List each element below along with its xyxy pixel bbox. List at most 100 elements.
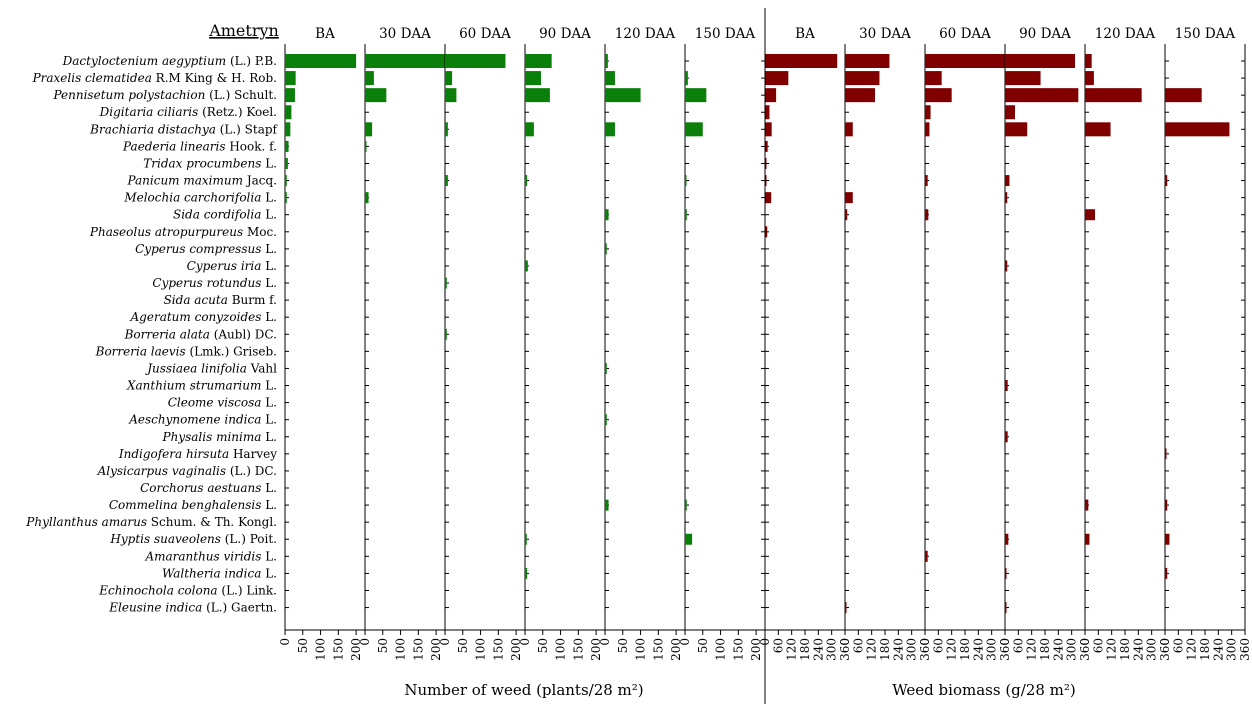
species-label: Cyperus iria L. — [187, 259, 277, 273]
bar — [765, 140, 768, 152]
x-tick-label: 180 — [958, 638, 972, 661]
panel: 120 DAA 0 50 100 150 200 — [598, 26, 685, 661]
bar — [765, 175, 767, 187]
species-label: Sida acuta Burm f. — [164, 293, 277, 307]
bar — [445, 71, 453, 86]
x-tick-label: 0 — [438, 638, 452, 646]
bar — [1005, 105, 1015, 120]
bar — [525, 71, 541, 86]
species-label: Commelina benghalensis L. — [109, 498, 277, 512]
bar — [1005, 567, 1007, 579]
bar — [285, 157, 288, 169]
bar — [525, 567, 528, 579]
bar — [685, 533, 693, 545]
x-tick-label: 120 — [865, 638, 879, 661]
panel: 150 DAA 0 50 100 150 200 — [678, 26, 765, 661]
species-labels: Dactyloctenium aegyptium (L.) P.B. Praxel… — [25, 54, 278, 615]
bar — [845, 192, 853, 204]
x-tick-label: 150 — [491, 638, 505, 661]
bar — [1005, 260, 1008, 272]
bar — [1005, 431, 1008, 443]
panel-title: BA — [315, 26, 335, 42]
bar — [605, 71, 615, 86]
x-tick-label: 180 — [878, 638, 892, 661]
species-label: Dactyloctenium aegyptium (L.) P.B. — [62, 54, 277, 68]
bar — [685, 122, 703, 137]
bar — [765, 157, 767, 169]
x-tick-label: 0 — [358, 638, 372, 646]
x-tick-label: 200 — [349, 638, 363, 661]
bar — [285, 122, 291, 137]
bar — [845, 122, 853, 137]
x-tick-label: 300 — [825, 638, 839, 661]
x-tick-label: 300 — [1145, 638, 1159, 661]
x-tick-label: 60 — [771, 638, 785, 653]
panel-title: BA — [795, 26, 815, 42]
species-label: Cleome viscosa L. — [168, 396, 277, 410]
x-tick-label: 100 — [554, 638, 568, 661]
x-tick-label: 100 — [394, 638, 408, 661]
species-label: Cyperus rotundus L. — [152, 276, 277, 290]
bar — [285, 54, 357, 68]
species-label: Waltheria indica L. — [162, 566, 277, 580]
x-tick-label: 50 — [376, 638, 390, 653]
x-tick-label: 180 — [1038, 638, 1052, 661]
x-tick-label: 240 — [1131, 638, 1145, 661]
bar — [765, 105, 770, 120]
bar — [605, 362, 607, 374]
bar — [1005, 88, 1079, 103]
x-tick-label: 300 — [905, 638, 919, 661]
species-label: Sida cordifolia L. — [173, 208, 277, 222]
bar — [1085, 499, 1089, 511]
bar — [685, 88, 707, 103]
x-tick-label: 120 — [785, 638, 799, 661]
bar — [365, 71, 374, 86]
bar — [1165, 175, 1168, 187]
panel: 60 DAA 0 50 100 150 200 — [438, 26, 525, 661]
species-label: Panicum maximum Jacq. — [126, 174, 277, 188]
species-label: Echinochola colona (L.) Link. — [98, 583, 277, 597]
bar — [1085, 209, 1095, 221]
x-tick-label: 360 — [1078, 638, 1092, 661]
species-label: Corchorus aestuans L. — [140, 481, 277, 495]
bar — [285, 140, 289, 152]
panel-title: 90 DAA — [1019, 26, 1071, 42]
x-tick-label: 120 — [1105, 638, 1119, 661]
x-tick-label: 180 — [798, 638, 812, 661]
species-label: Physalis minima L. — [162, 430, 277, 444]
x-tick-label: 0 — [1078, 638, 1092, 646]
bar — [925, 122, 930, 137]
bar — [1165, 499, 1168, 511]
bar — [1005, 602, 1007, 614]
x-tick-label: 50 — [616, 638, 630, 653]
x-tick-label: 240 — [1211, 638, 1225, 661]
bar — [1165, 122, 1230, 137]
bar — [925, 71, 942, 86]
x-tick-label: 240 — [811, 638, 825, 661]
x-tick-label: 360 — [998, 638, 1012, 661]
species-label: Praxelis clematidea R.M King & H. Rob. — [32, 71, 277, 85]
bar — [845, 602, 847, 614]
species-label: Xanthium strumarium L. — [126, 379, 277, 393]
bar — [845, 54, 890, 68]
bar — [1165, 88, 1202, 103]
species-label: Melochia carchorifolia L. — [123, 191, 277, 205]
x-tick-label: 0 — [678, 638, 692, 646]
herbicide-title: Ametryn — [208, 21, 279, 40]
x-tick-label: 150 — [411, 638, 425, 661]
bar — [445, 277, 447, 289]
bar — [525, 54, 552, 68]
x-tick-label: 0 — [838, 638, 852, 646]
bar — [285, 175, 287, 187]
x-tick-label: 60 — [1091, 638, 1105, 653]
x-tick-label: 300 — [985, 638, 999, 661]
x-tick-label: 0 — [278, 638, 292, 646]
bar — [1165, 567, 1168, 579]
bar — [765, 88, 777, 103]
x-tick-label: 150 — [651, 638, 665, 661]
